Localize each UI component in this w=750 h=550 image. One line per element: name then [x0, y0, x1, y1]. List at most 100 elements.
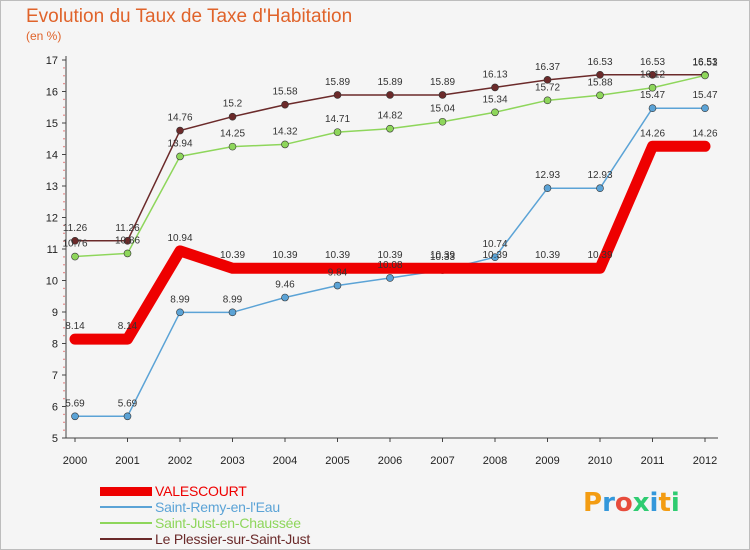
- data-label: 14.26: [640, 128, 665, 139]
- x-tick-label: 2006: [378, 455, 402, 467]
- data-point: [701, 104, 709, 112]
- logo-letter: x: [632, 488, 650, 518]
- y-minor-tick: [63, 319, 65, 321]
- data-label: 15.47: [640, 90, 665, 101]
- data-label: 14.32: [272, 126, 297, 137]
- y-minor-tick: [63, 177, 65, 179]
- data-label: 10.94: [167, 233, 192, 244]
- y-minor-tick: [63, 98, 65, 101]
- x-tick-label: 2011: [641, 455, 665, 467]
- data-label: 15.58: [272, 87, 297, 98]
- legend-swatch: [100, 506, 152, 508]
- data-point: [123, 237, 132, 245]
- data-label: 15.72: [535, 82, 560, 93]
- y-minor-tick: [63, 193, 65, 195]
- data-point: [71, 237, 79, 245]
- legend-swatch: [100, 486, 152, 496]
- data-point: [543, 76, 552, 84]
- y-minor-tick: [63, 137, 65, 140]
- x-tick-label: 2000: [63, 455, 87, 467]
- data-label: 12.93: [535, 170, 560, 181]
- y-tick-label: 9: [52, 307, 58, 319]
- y-tick-label: 13: [46, 181, 58, 193]
- data-label: 10.86: [115, 235, 140, 246]
- y-minor-tick: [63, 232, 65, 235]
- data-point: [71, 252, 79, 261]
- y-minor-tick: [63, 224, 65, 227]
- data-label: 5.69: [65, 398, 85, 409]
- data-point: [281, 140, 289, 149]
- data-point: [438, 117, 447, 126]
- data-label: 11.26: [63, 223, 88, 234]
- data-point: [228, 142, 237, 151]
- y-tick-label: 8: [52, 339, 58, 351]
- y-minor-tick: [63, 421, 65, 424]
- data-label: 8.99: [223, 294, 243, 305]
- data-label: 9.46: [275, 280, 295, 291]
- series-line-0: [69, 140, 711, 345]
- data-point: [648, 104, 657, 112]
- legend-label: VALESCOURT: [155, 483, 247, 499]
- data-point: [386, 124, 394, 133]
- data-label: 15.47: [692, 90, 717, 101]
- y-minor-tick: [63, 271, 65, 274]
- data-point: [386, 91, 394, 99]
- y-tick-label: 15: [46, 118, 58, 130]
- legend-label: Le Plessier-sur-Saint-Just: [155, 531, 311, 547]
- chart-title: Evolution du Taux de Taxe d'Habitation: [26, 6, 353, 27]
- data-label: 9.84: [328, 268, 348, 279]
- data-label: 15.89: [430, 77, 455, 88]
- data-label: 10.33: [430, 252, 455, 263]
- data-label: 16.13: [482, 69, 507, 80]
- data-point: [596, 184, 604, 193]
- series-line-2: [74, 74, 706, 258]
- data-label: 14.71: [325, 114, 350, 125]
- y-minor-tick: [63, 366, 65, 368]
- x-tick-label: 2004: [273, 455, 297, 467]
- data-label: 14.26: [692, 128, 717, 139]
- data-label: 10.39: [430, 250, 455, 261]
- y-tick-label: 17: [46, 55, 58, 67]
- legend-item: Saint-Just-en-Chaussée: [100, 515, 360, 531]
- legend-item: VALESCOURT: [100, 483, 360, 499]
- data-point: [386, 274, 394, 282]
- data-point: [281, 293, 289, 302]
- x-tick-label: 2012: [693, 455, 717, 467]
- data-label: 13.94: [167, 138, 192, 149]
- y-minor-tick: [63, 82, 65, 85]
- y-minor-tick: [63, 295, 65, 298]
- chart-unit-label: (en %): [26, 29, 62, 43]
- data-point: [228, 308, 237, 317]
- data-point: [648, 71, 657, 79]
- data-point: [228, 112, 237, 121]
- data-label: 15.04: [430, 104, 455, 115]
- data-label: 15.89: [377, 77, 402, 88]
- y-minor-tick: [63, 413, 65, 416]
- data-label: 14.76: [167, 113, 192, 124]
- y-minor-tick: [63, 350, 65, 353]
- data-label: 14.82: [377, 111, 402, 122]
- data-label: 14.25: [220, 129, 245, 140]
- data-point: [333, 128, 342, 136]
- data-point: [123, 412, 132, 421]
- data-label: 16.51: [692, 57, 717, 68]
- y-minor-tick: [63, 334, 65, 337]
- y-minor-tick: [63, 429, 65, 431]
- logo-letter: i: [649, 488, 659, 518]
- y-tick-label: 5: [52, 433, 58, 445]
- x-tick-label: 2001: [115, 455, 139, 467]
- data-label: 5.69: [118, 398, 138, 409]
- y-minor-tick: [63, 169, 65, 172]
- data-label: 10.39: [272, 250, 297, 261]
- y-minor-tick: [63, 200, 65, 203]
- data-point: [596, 71, 604, 79]
- data-label: 8.14: [118, 321, 138, 332]
- logo-letter: P: [583, 488, 603, 518]
- data-point: [123, 249, 132, 258]
- data-label: 10.39: [535, 250, 560, 261]
- data-point: [543, 96, 552, 105]
- y-minor-tick: [63, 287, 65, 290]
- logo-letter: t: [658, 488, 671, 518]
- legend-item: Saint-Remy-en-l'Eau: [100, 499, 360, 515]
